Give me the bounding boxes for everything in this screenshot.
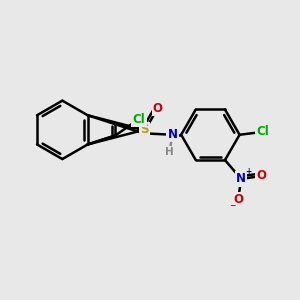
Text: N: N bbox=[236, 172, 246, 185]
Text: −: − bbox=[229, 201, 236, 210]
Text: S: S bbox=[140, 123, 148, 136]
Text: O: O bbox=[256, 169, 267, 182]
Text: Cl: Cl bbox=[133, 112, 146, 125]
Text: +: + bbox=[245, 167, 252, 176]
Text: Cl: Cl bbox=[256, 125, 269, 138]
Text: O: O bbox=[153, 101, 163, 115]
Text: N: N bbox=[167, 128, 177, 141]
Text: O: O bbox=[233, 193, 243, 206]
Text: H: H bbox=[165, 147, 174, 157]
